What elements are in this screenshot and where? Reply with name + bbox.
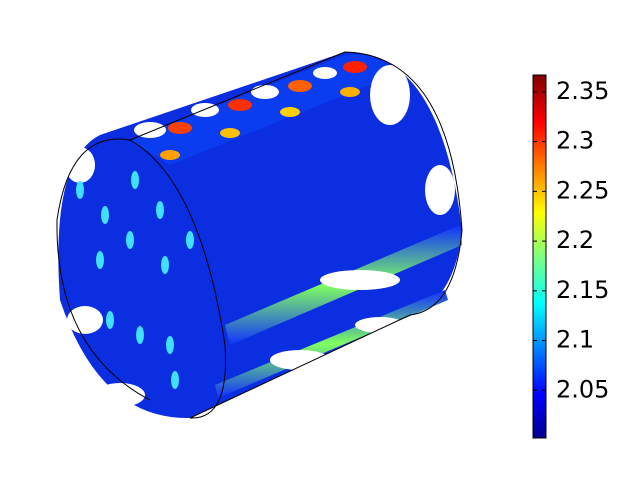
tick-label: 2.3 [556, 127, 594, 155]
tick-label: 2.05 [556, 375, 609, 403]
end-spots [76, 171, 194, 389]
tick-label: 2.35 [556, 77, 609, 105]
tick-label: 2.2 [556, 226, 594, 254]
holes [65, 65, 455, 407]
hot-spots [160, 61, 367, 160]
tick-label: 2.1 [556, 326, 594, 354]
tick-label: 2.15 [556, 276, 609, 304]
colorbar [532, 74, 547, 439]
cylinder [56, 51, 463, 419]
tick-label: 2.25 [556, 176, 609, 204]
